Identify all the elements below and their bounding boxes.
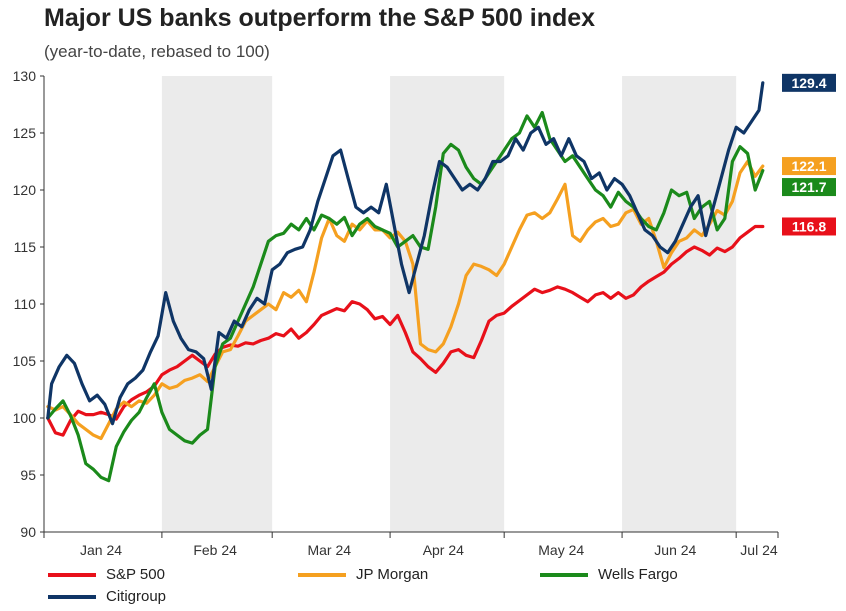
- legend-label-citi: Citigroup: [106, 588, 167, 605]
- end-label-jpm: 122.1: [791, 158, 826, 174]
- chart-title: Major US banks outperform the S&P 500 in…: [44, 4, 596, 32]
- legend-label-jpm: JP Morgan: [356, 566, 429, 583]
- shaded-band-0: [161, 76, 273, 532]
- line-chart: 90 95 100 105 110 115 120 125 130 Jan 24 Feb 24 Mar…: [13, 68, 836, 558]
- y-tick-label-110: 110: [14, 296, 37, 312]
- y-tick-label-95: 95: [20, 467, 36, 483]
- legend-item-wfc: Wells Fargo: [540, 566, 678, 583]
- legend-swatch-sp500: [48, 572, 96, 577]
- x-tick-label-2: Mar 24: [307, 542, 351, 558]
- legend-swatch-wfc: [540, 572, 588, 577]
- legend-swatch-jpm: [298, 572, 346, 577]
- y-tick-label-100: 100: [13, 410, 37, 426]
- y-tick-label-105: 105: [13, 353, 37, 369]
- y-tick-label-90: 90: [20, 524, 36, 540]
- y-tick-label-125: 125: [13, 125, 37, 141]
- x-tick-label-6: Jul 24: [740, 542, 778, 558]
- end-label-wfc: 121.7: [791, 179, 826, 195]
- x-tick-label-4: May 24: [538, 542, 584, 558]
- legend-item-citi: Citigroup: [48, 588, 166, 605]
- y-tick-label-115: 115: [14, 239, 37, 255]
- x-tick-label-5: Jun 24: [654, 542, 696, 558]
- shaded-band-1: [390, 76, 505, 532]
- end-label-box-jpm: [782, 157, 836, 176]
- x-tick-label-1: Feb 24: [193, 542, 237, 558]
- end-label-citi: 129.4: [791, 75, 826, 91]
- end-label-box-citi: [782, 73, 836, 92]
- x-tick-label-3: Apr 24: [423, 542, 464, 558]
- end-label-box-sp500: [782, 217, 836, 236]
- series-line-wfc: [46, 110, 765, 483]
- x-tick-label-0: Jan 24: [80, 542, 122, 558]
- legend-swatch-citi: [48, 594, 96, 599]
- legend: S&P 500 JP Morgan Wells Fargo Citigroup: [48, 562, 838, 608]
- legend-label-sp500: S&P 500: [106, 566, 165, 583]
- end-label-box-wfc: [782, 178, 836, 197]
- y-tick-label-120: 120: [13, 182, 37, 198]
- legend-item-sp500: S&P 500: [48, 566, 165, 583]
- legend-item-jpm: JP Morgan: [298, 566, 428, 583]
- end-label-sp500: 116.8: [792, 218, 826, 234]
- series-line-citi: [46, 81, 765, 426]
- chart-subtitle: (year-to-date, rebased to 100): [44, 42, 270, 61]
- series-line-sp500: [46, 224, 765, 437]
- legend-label-wfc: Wells Fargo: [598, 566, 678, 583]
- shaded-band-2: [622, 76, 737, 532]
- y-tick-label-130: 130: [13, 68, 37, 84]
